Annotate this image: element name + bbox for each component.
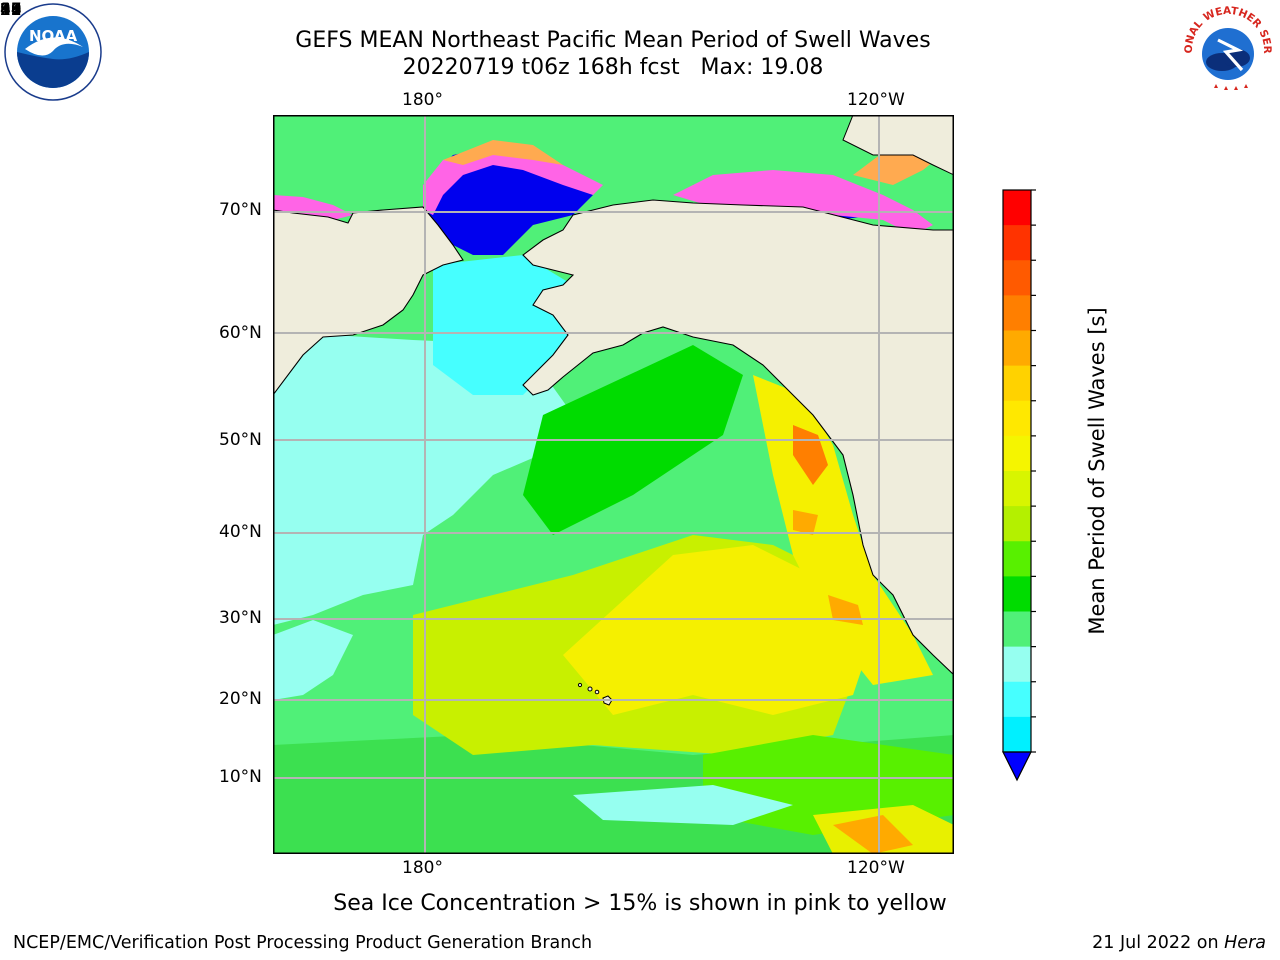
colorbar-tick-label: 12: [0, 0, 22, 20]
colorbar-tick-label: 14: [0, 0, 22, 20]
colorbar-segment: [1003, 435, 1031, 472]
colorbar-tick-label: 9: [0, 0, 11, 20]
noaa-logo: NOAA: [4, 3, 102, 101]
colorbar-tick-label: 13: [0, 0, 22, 20]
colorbar-tick-label: 16: [0, 0, 22, 20]
colorbar-tick-label: 10: [0, 0, 22, 20]
field-cyan-northwest: [273, 620, 353, 700]
bottom-tick-180: 180°: [402, 858, 443, 878]
field-cyan-bering: [433, 255, 573, 395]
colorbar-segment: [1003, 190, 1031, 226]
field-cyan-south: [573, 785, 793, 825]
colorbar-segment: [1003, 576, 1031, 612]
footer-machine: Hera: [1224, 933, 1266, 953]
colorbar-tick-label: 18: [0, 0, 22, 20]
colorbar-segment: [1003, 295, 1031, 331]
land-siberia: [273, 206, 464, 396]
colorbar-segment: [1003, 330, 1031, 367]
field-orange-southeast: [833, 815, 913, 854]
lat-tick-30n: 30°N: [219, 608, 262, 628]
land-north-america: [522, 199, 954, 676]
colorbar-segment: [1003, 225, 1031, 261]
top-tick-120w: 120°W: [847, 90, 905, 110]
lat-tick-40n: 40°N: [219, 522, 262, 542]
colorbar-segment: [1003, 471, 1031, 507]
colorbar-tick-label: 15: [0, 0, 22, 20]
sea-ice-pink-beaufort: [673, 170, 933, 235]
colorbar-tick-label: 21: [0, 0, 22, 20]
colorbar-segment: [1003, 365, 1031, 402]
footer-right: 21 Jul 2022 on Hera: [1092, 932, 1266, 954]
colorbar-segment: [1003, 260, 1031, 296]
footer-date: 21 Jul 2022 on: [1092, 933, 1219, 953]
colorbar-tick-label: 4: [0, 0, 11, 20]
national-weather-service-logo: NATIONAL WEATHER SERVICE: [1178, 0, 1276, 98]
colorbar-extend-arrow: [1002, 751, 1032, 782]
colorbar-tick-label: 20: [0, 0, 22, 20]
lat-tick-70n: 70°N: [219, 200, 262, 220]
colorbar-tick-label: 17: [0, 0, 22, 20]
colorbar-segment: [1003, 681, 1031, 718]
colorbar: [1002, 189, 1036, 782]
chart-title: GEFS MEAN Northeast Pacific Mean Period …: [295, 28, 931, 53]
sea-ice-orange-chukchi: [443, 140, 563, 165]
colorbar-tick-label: 2: [0, 0, 11, 20]
colorbar-tick-label: 8: [0, 0, 11, 20]
colorbar-segment: [1003, 541, 1031, 577]
map-frame: [273, 115, 954, 854]
svg-text:NOAA: NOAA: [29, 27, 78, 45]
land-arctic-islands: [842, 115, 954, 176]
colorbar-title: Mean Period of Swell Waves [s]: [1085, 307, 1109, 635]
top-tick-180: 180°: [402, 90, 443, 110]
field-orange-coast-south: [828, 595, 863, 625]
colorbar-segment: [1003, 611, 1031, 648]
colorbar-tick-label: 19: [0, 0, 22, 20]
colorbar-tick-label: 6: [0, 0, 11, 20]
colorbar-segment: [1003, 646, 1031, 683]
colorbar-segment: [1003, 506, 1031, 542]
lat-tick-10n: 10°N: [219, 767, 262, 787]
lat-tick-20n: 20°N: [219, 689, 262, 709]
graticule: [273, 115, 954, 854]
field-cyan-west: [273, 335, 573, 625]
field-orange-coast-mid: [793, 510, 818, 535]
colorbar-segment: [1003, 400, 1031, 437]
colorbar-segment: [1003, 716, 1031, 753]
colorbar-tick-label: 11: [0, 0, 22, 20]
swell-period-map: [273, 115, 954, 854]
lat-tick-50n: 50°N: [219, 430, 262, 450]
field-yellow-central: [563, 545, 873, 715]
hawaii-islands: [577, 682, 613, 706]
footer-left: NCEP/EMC/Verification Post Processing Pr…: [13, 933, 593, 953]
bottom-tick-120w: 120°W: [847, 858, 905, 878]
lat-tick-60n: 60°N: [219, 323, 262, 343]
sea-ice-caption: Sea Ice Concentration > 15% is shown in …: [333, 891, 947, 916]
chart-subtitle: 20220719 t06z 168h fcst Max: 19.08: [402, 55, 824, 80]
